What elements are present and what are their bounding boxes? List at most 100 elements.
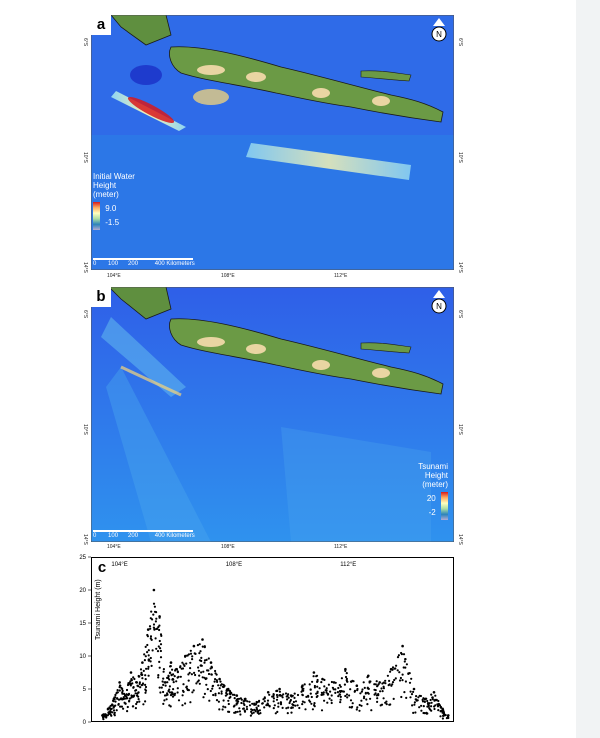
data-point (162, 690, 165, 694)
data-point (417, 696, 420, 699)
data-point (439, 715, 442, 718)
data-point (115, 691, 118, 694)
data-point (198, 643, 201, 646)
data-point (374, 683, 377, 686)
data-point (218, 677, 221, 681)
data-point (163, 699, 166, 702)
data-point (126, 683, 130, 687)
data-point (184, 654, 187, 658)
data-point (379, 690, 382, 693)
data-point (310, 702, 313, 705)
data-point (272, 697, 275, 700)
data-point (338, 693, 341, 696)
data-point (404, 680, 407, 683)
data-point (356, 687, 359, 691)
data-point (255, 708, 259, 711)
data-point (409, 690, 412, 693)
data-point (181, 667, 185, 670)
data-point (258, 699, 261, 702)
data-point (209, 661, 213, 664)
data-point (294, 700, 298, 703)
data-point (413, 703, 416, 706)
y-tick-a-14: 14°S (82, 262, 88, 273)
data-point (171, 678, 174, 681)
data-point (176, 687, 179, 690)
data-point (312, 675, 315, 678)
data-point (228, 710, 231, 713)
data-point (376, 684, 379, 687)
data-point (189, 661, 192, 664)
map-panel-b: b N Tsunami Height (meter) 20 -2 0 100 2… (91, 287, 454, 542)
data-point (303, 683, 306, 686)
data-point (287, 696, 290, 699)
data-point (112, 697, 116, 701)
data-point (118, 689, 121, 692)
data-point (144, 655, 147, 658)
data-point (114, 696, 117, 699)
data-point (202, 696, 205, 699)
data-point (230, 691, 233, 695)
data-point (156, 627, 159, 630)
data-point (121, 689, 124, 692)
data-point (293, 696, 296, 699)
data-point (426, 699, 429, 703)
panel-letter-a: a (91, 15, 111, 35)
data-point (378, 681, 382, 684)
data-point (117, 703, 120, 706)
data-point (158, 624, 161, 627)
data-point (159, 649, 162, 653)
panel-letter-c: c (92, 558, 112, 578)
data-point (114, 704, 117, 707)
data-point (119, 705, 122, 708)
data-point (137, 698, 140, 701)
data-point (446, 716, 450, 719)
data-point (348, 706, 351, 709)
data-point (356, 706, 359, 709)
data-point (152, 626, 155, 629)
data-point (263, 706, 266, 709)
data-point (141, 661, 144, 664)
data-point (286, 698, 289, 701)
x-tick-a-112: 112°E (334, 273, 348, 279)
data-point (222, 683, 225, 686)
data-point (162, 670, 165, 673)
data-point (164, 681, 167, 684)
data-point (217, 700, 220, 703)
data-point (355, 708, 358, 711)
data-point (194, 673, 197, 677)
data-point (362, 697, 366, 700)
y-tick-label: 5 (83, 687, 87, 693)
data-point (281, 696, 284, 699)
data-point (389, 667, 393, 671)
data-point (263, 700, 266, 703)
data-point (345, 677, 348, 680)
data-point (209, 689, 212, 693)
data-point (201, 638, 204, 641)
data-point (158, 660, 161, 663)
data-point (329, 690, 332, 693)
data-point (344, 667, 347, 671)
data-point (290, 711, 293, 714)
data-point (143, 659, 146, 662)
data-point (432, 691, 436, 694)
data-point (402, 666, 405, 669)
data-point (185, 662, 188, 665)
data-point (373, 693, 376, 696)
data-point (324, 689, 327, 692)
data-point (215, 673, 218, 676)
data-point (130, 696, 133, 699)
data-point (191, 655, 194, 658)
data-point (289, 694, 293, 697)
data-point (134, 692, 137, 695)
data-point (421, 698, 424, 701)
legend-a-title-2: Height (93, 181, 117, 190)
data-point (268, 693, 271, 696)
data-point (255, 700, 259, 704)
data-point (233, 697, 236, 700)
data-point (149, 635, 153, 638)
data-point (234, 711, 237, 714)
data-point (242, 702, 245, 705)
data-point (415, 695, 418, 698)
data-point (376, 697, 379, 700)
data-point (137, 674, 140, 678)
